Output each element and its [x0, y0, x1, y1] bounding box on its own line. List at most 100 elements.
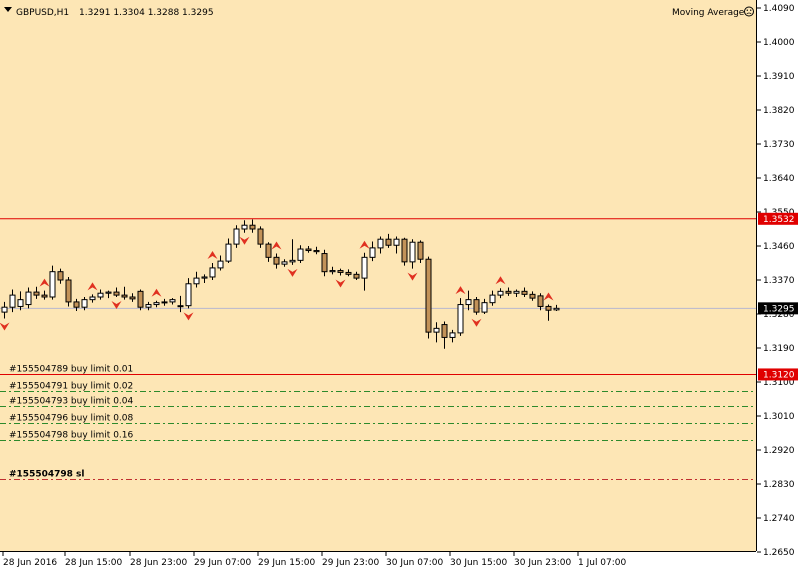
candle-body	[33, 291, 40, 296]
candle-body	[521, 290, 528, 295]
order-labels-layer: #155504789 buy limit 0.01 #155504791 buy …	[9, 364, 134, 479]
fractal-up-arrow-icon	[87, 282, 98, 291]
candle-body	[153, 302, 160, 306]
buy-limit-label: #155504793 buy limit 0.04	[9, 397, 134, 407]
candle-body	[529, 293, 536, 299]
buy-limit-label: #155504791 buy limit 0.02	[9, 381, 133, 391]
candle-body	[425, 258, 432, 333]
candle-body	[369, 247, 376, 258]
price-tick-label: 1.3370	[763, 276, 795, 286]
candle-body	[161, 301, 168, 304]
price-tick-label: 1.3640	[763, 174, 795, 184]
fractal-up-arrow-icon	[455, 286, 466, 295]
candle-body	[73, 301, 80, 308]
candle-body	[121, 294, 128, 298]
indicator-name[interactable]: Moving Average	[672, 8, 745, 18]
time-tick-label: 28 Jun 15:00	[65, 558, 122, 568]
candle-body	[41, 294, 48, 298]
plot-background[interactable]	[0, 0, 756, 551]
price-tick-label: 1.3100	[763, 378, 795, 388]
order-level-price-tag: 1.3120	[763, 370, 795, 380]
candle-body	[225, 243, 232, 262]
candle-body	[209, 267, 216, 278]
fractal-up-arrow-icon	[39, 278, 50, 287]
candle-body	[65, 279, 72, 303]
time-tick-label: 28 Jun 2016	[3, 558, 57, 568]
price-tick-label: 1.2650	[763, 548, 795, 558]
price-tags-layer: 1.3532 1.3295 1.3120	[758, 212, 798, 381]
fractal-up-arrow-icon	[495, 276, 506, 285]
candle-body	[129, 296, 136, 300]
fractal-up-arrow-icon	[543, 292, 554, 301]
price-tick-label: 1.4000	[763, 38, 795, 48]
price-tick-label: 1.3910	[763, 72, 795, 82]
buy-limit-label: #155504798 buy limit 0.16	[9, 431, 134, 441]
fractal-down-arrow-icon	[0, 322, 10, 331]
candle-body	[233, 228, 240, 245]
buy-limit-label: #155504789 buy limit 0.01	[9, 364, 133, 374]
time-tick-label: 29 Jun 23:00	[322, 558, 379, 568]
candle-body	[321, 253, 328, 273]
candle-body	[329, 270, 336, 273]
candle-body	[1, 306, 8, 313]
candle-body	[513, 290, 520, 294]
levels-layer	[0, 218, 756, 480]
order-level-price-tag-bg	[758, 368, 798, 381]
candle-body	[81, 299, 88, 308]
fractal-down-arrow-icon	[471, 318, 482, 327]
fractals-layer	[0, 236, 554, 331]
resistance-price-tag-bg	[758, 212, 798, 225]
candle-body	[337, 270, 344, 273]
candle-body	[193, 277, 200, 285]
candle-body	[217, 260, 224, 269]
candle-body	[489, 294, 496, 304]
fractal-down-arrow-icon	[335, 279, 346, 288]
stop-loss-label: #155504798 sl	[9, 469, 84, 479]
time-tick-label: 29 Jun 07:00	[194, 558, 251, 568]
buy-limit-label: #155504796 buy limit 0.08	[9, 414, 134, 424]
candle-body	[257, 228, 264, 245]
price-tick-label: 1.3280	[763, 310, 795, 320]
price-tick-label: 1.2830	[763, 480, 795, 490]
current-price-tag: 1.3295	[763, 304, 795, 314]
candle-body	[9, 294, 16, 308]
price-tick-label: 1.3460	[763, 242, 795, 252]
price-tick-label: 1.2920	[763, 446, 795, 456]
candle-body	[465, 299, 472, 306]
price-axis[interactable]	[757, 0, 799, 572]
candle-body	[441, 324, 448, 338]
current-price-tag-bg	[758, 302, 798, 315]
time-tick-label: 29 Jun 15:00	[258, 558, 315, 568]
collapse-triangle-icon[interactable]	[4, 7, 12, 12]
candle-body	[449, 332, 456, 338]
price-tick-label: 1.4090	[763, 4, 795, 14]
candle-body	[265, 243, 272, 258]
candle-body	[345, 271, 352, 275]
time-tick-label: 1 Jul 07:00	[578, 558, 627, 568]
fractal-down-arrow-icon	[111, 301, 122, 309]
price-tick-label: 1.2740	[763, 514, 795, 524]
candle-body	[297, 248, 304, 261]
time-axis-ticks: 28 Jun 2016 28 Jun 15:00 28 Jun 23:00 29 Ju…	[2, 552, 627, 568]
candles-layer[interactable]	[1, 219, 560, 349]
candle-body	[105, 291, 112, 294]
candle-body	[169, 299, 176, 303]
candle-body	[113, 291, 120, 296]
fractal-up-arrow-icon	[359, 240, 370, 249]
fractal-down-arrow-icon	[239, 236, 250, 245]
candle-body	[305, 248, 312, 252]
symbol-timeframe: GBPUSD,H1	[16, 8, 69, 18]
candle-body	[457, 304, 464, 334]
price-tick-label: 1.3010	[763, 412, 795, 422]
candle-body	[241, 224, 248, 230]
smiley-icon[interactable]	[744, 6, 754, 17]
fractal-down-arrow-icon	[287, 268, 298, 277]
fractal-up-arrow-icon	[271, 241, 282, 250]
candle-body	[505, 290, 512, 294]
time-axis[interactable]	[0, 552, 757, 572]
price-tick-label: 1.3820	[763, 106, 795, 116]
candle-body	[473, 299, 480, 313]
candle-body	[249, 224, 256, 230]
candle-body	[497, 290, 504, 296]
